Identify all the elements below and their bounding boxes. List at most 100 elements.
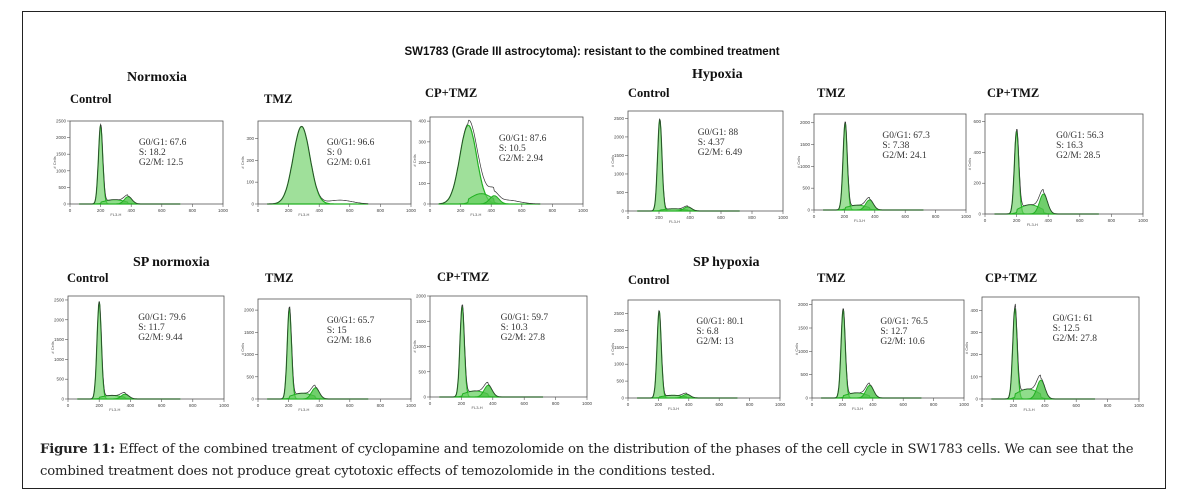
y-tick-label: 1500 <box>614 153 625 158</box>
y-tick-label: 0 <box>423 395 426 400</box>
phase-stat: S: 6.8 <box>696 327 718 337</box>
x-tick-label: 800 <box>748 215 756 220</box>
x-tick-label: 0 <box>69 208 72 213</box>
phase-stat: G0/G1: 79.6 <box>138 313 186 323</box>
y-tick-label: 500 <box>246 374 254 379</box>
histogram-panel: 0 500 1000 1500 2000 0 200 400 600 800 1000 FL3-H # … <box>240 298 417 412</box>
y-tick-label: 1500 <box>244 330 255 335</box>
y-tick-label: 2000 <box>54 317 65 322</box>
x-tick-label: 400 <box>1041 403 1049 408</box>
x-tick-label: 200 <box>95 403 103 408</box>
y-tick-label: 0 <box>805 396 808 401</box>
y-axis-label: # Cells <box>52 156 57 168</box>
raw-histogram-trace <box>77 301 181 400</box>
x-tick-label: 800 <box>1108 218 1116 223</box>
phase-stat: G0/G1: 76.5 <box>880 317 928 327</box>
y-axis-label: # Cells <box>412 340 417 352</box>
x-tick-label: 800 <box>189 403 197 408</box>
raw-histogram-trace <box>439 304 543 398</box>
x-tick-label: 200 <box>1010 403 1018 408</box>
histogram-panel: 0 500 1000 1500 2000 2500 0 200 400 600 800 1000 FL3… <box>610 110 789 224</box>
y-tick-label: 1000 <box>800 164 811 169</box>
phase-stat: G0/G1: 87.6 <box>499 134 547 144</box>
x-tick-label: 200 <box>655 402 663 407</box>
x-tick-label: 200 <box>655 215 663 220</box>
x-tick-label: 1000 <box>406 403 417 408</box>
y-tick-label: 300 <box>970 330 978 335</box>
x-tick-label: 800 <box>932 214 940 219</box>
plot-area <box>257 298 412 400</box>
y-tick-label: 1000 <box>56 168 67 173</box>
x-tick-label: 0 <box>429 208 432 213</box>
x-axis-label: FL3-H <box>298 212 309 217</box>
y-tick-label: 0 <box>423 202 426 207</box>
panel-title: TMZ <box>264 92 293 106</box>
x-tick-label: 400 <box>871 214 879 219</box>
y-tick-label: 2500 <box>614 116 625 121</box>
caption-text: Effect of the combined treatment of cycl… <box>40 442 1134 479</box>
x-tick-label: 200 <box>285 403 293 408</box>
y-tick-label: 2000 <box>416 294 427 299</box>
x-tick-label: 0 <box>811 402 814 407</box>
phase-stat: S: 0 <box>327 148 342 158</box>
y-axis-label: # Cells <box>610 343 615 355</box>
x-tick-label: 600 <box>346 208 354 213</box>
x-tick-label: 600 <box>715 402 723 407</box>
x-axis-label: FL3-H <box>298 407 309 412</box>
y-tick-label: 2000 <box>614 134 625 139</box>
phase-stat: S: 10.3 <box>501 323 528 333</box>
x-axis-label: FL3-H <box>1027 222 1038 227</box>
histogram-panel: 0 500 1000 1500 2000 2500 0 200 400 600 800 1000 FL3… <box>52 119 229 218</box>
x-tick-label: 400 <box>315 208 323 213</box>
raw-histogram-trace <box>821 308 922 399</box>
figure-frame <box>22 11 1166 489</box>
histogram-panel: 0 500 1000 1500 2000 0 200 400 600 800 1000 FL3-H # … <box>796 113 972 223</box>
raw-histogram-trace <box>267 126 369 205</box>
x-tick-label: 1000 <box>582 401 593 406</box>
raw-histogram-trace <box>439 119 541 205</box>
x-tick-label: 600 <box>717 215 725 220</box>
x-tick-label: 0 <box>984 218 987 223</box>
y-tick-label: 100 <box>418 181 426 186</box>
x-tick-label: 0 <box>257 208 260 213</box>
x-tick-label: 600 <box>899 402 907 407</box>
histogram-panel: 0 200 400 600 0 200 400 600 800 1000 FL3-H # Cells G… <box>967 113 1149 227</box>
y-tick-label: 100 <box>970 374 978 379</box>
y-tick-label: 1500 <box>614 345 625 350</box>
g2m-peak <box>439 195 541 205</box>
y-tick-label: 500 <box>616 190 624 195</box>
figure-caption: Figure 11: Effect of the combined treatm… <box>40 439 1160 483</box>
x-tick-label: 800 <box>1104 403 1112 408</box>
plot-area <box>429 295 588 398</box>
x-tick-label: 0 <box>813 214 816 219</box>
x-tick-label: 0 <box>67 403 70 408</box>
plot-area <box>69 120 224 205</box>
x-tick-label: 600 <box>518 208 526 213</box>
x-tick-label: 0 <box>429 401 432 406</box>
y-tick-label: 500 <box>800 372 808 377</box>
phase-stat: S: 4.37 <box>698 138 725 148</box>
x-tick-label: 200 <box>839 402 847 407</box>
y-tick-label: 2000 <box>244 308 255 313</box>
x-axis-label: FL3-H <box>110 212 121 217</box>
x-tick-label: 1000 <box>959 402 970 407</box>
y-tick-label: 0 <box>621 396 624 401</box>
x-tick-label: 0 <box>257 403 260 408</box>
phase-stat: S: 12.5 <box>1053 324 1080 334</box>
y-tick-label: 2500 <box>54 297 65 302</box>
y-tick-label: 2000 <box>56 135 67 140</box>
x-tick-label: 600 <box>158 208 166 213</box>
panel-title: TMZ <box>817 271 846 285</box>
phase-stat: G0/G1: 61 <box>1053 314 1094 324</box>
y-tick-label: 300 <box>246 136 254 141</box>
panel-title: Control <box>67 271 109 285</box>
x-axis-label: FL3-H <box>854 218 865 223</box>
histogram-panel: 0 500 1000 1500 2000 0 200 400 600 800 1000 FL3-H # … <box>412 294 593 411</box>
x-tick-label: 400 <box>869 402 877 407</box>
y-tick-label: 500 <box>616 379 624 384</box>
panel-title: Control <box>628 273 670 287</box>
y-tick-label: 1500 <box>800 142 811 147</box>
phase-stat: G0/G1: 65.7 <box>327 316 375 326</box>
x-axis-label: FL3-H <box>669 219 680 224</box>
y-tick-label: 0 <box>807 208 810 213</box>
